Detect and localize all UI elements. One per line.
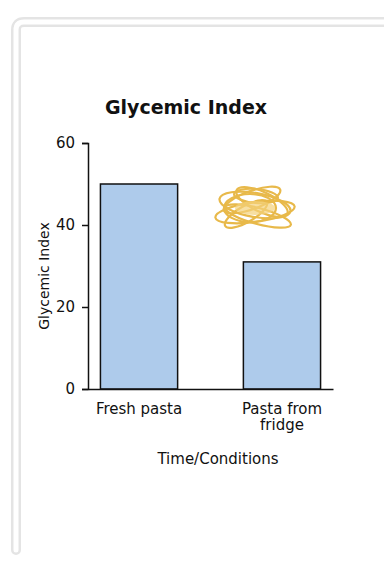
y-axis-title: Glycemic Index: [36, 222, 52, 330]
y-tick-mark: [82, 225, 88, 227]
y-tick: 0: [65, 380, 88, 398]
y-tick-mark: [82, 143, 88, 145]
pasta-fill: [235, 201, 275, 215]
y-tick: 40: [56, 216, 88, 234]
frame-inner: [16, 22, 384, 550]
x-axis-title: Time/Conditions: [156, 450, 278, 468]
pasta-strand: [232, 181, 291, 223]
y-tick-label: 0: [65, 380, 75, 398]
pasta-icon: [214, 181, 296, 233]
pasta-strand: [224, 194, 276, 222]
chart: 0 20 40 60 Fresh pasta Pasta fromfridge Glycem…: [0, 0, 384, 576]
title: Glycemic Index: [105, 96, 267, 118]
x-axis-line: [89, 389, 334, 391]
y-tick-mark: [82, 389, 88, 391]
y-tick-label: 40: [56, 216, 75, 234]
y-tick-mark: [82, 307, 88, 309]
x-tick-label: Fresh pasta: [96, 400, 182, 418]
y-tick: 60: [56, 134, 88, 152]
frame: [16, 22, 384, 550]
x-axis: Fresh pasta Pasta fromfridge: [89, 389, 334, 434]
y-tick-label: 60: [56, 134, 75, 152]
y-axis: 0 20 40 60: [56, 134, 89, 398]
x-tick-label: Pasta fromfridge: [242, 400, 322, 435]
bar: [100, 184, 177, 389]
y-tick: 20: [56, 298, 88, 316]
y-axis-line: [82, 144, 89, 390]
x-tick: Fresh pasta: [96, 389, 182, 418]
x-tick: Pasta fromfridge: [242, 389, 322, 434]
y-tick-label: 20: [56, 298, 75, 316]
bar: [243, 262, 320, 389]
